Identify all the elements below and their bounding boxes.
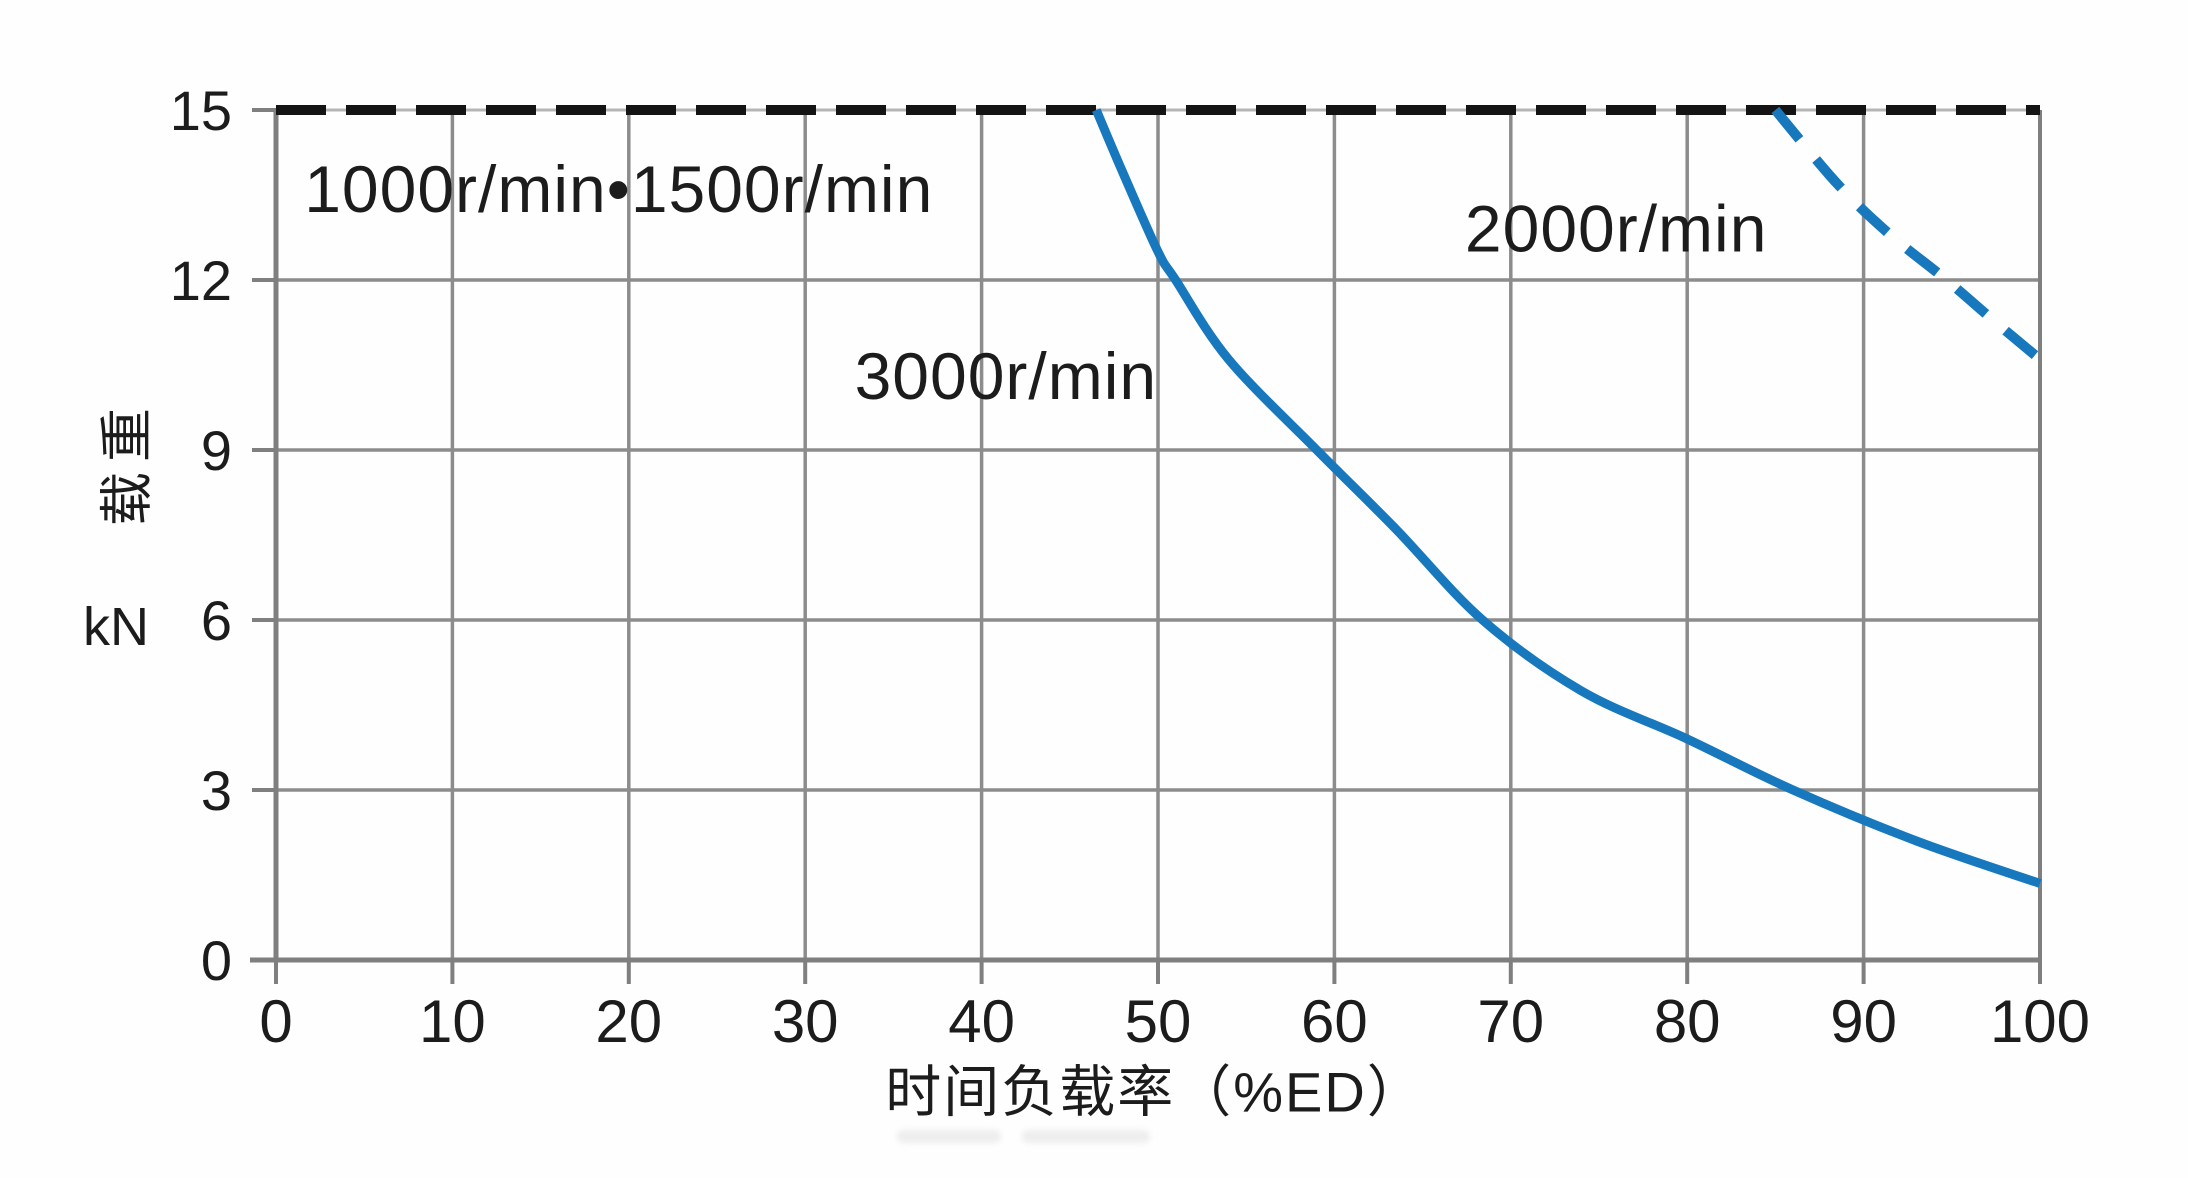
x-tick-label: 40 (948, 988, 1015, 1055)
x-tick-label: 80 (1654, 988, 1721, 1055)
series-label-3000r-min: 3000r/min (855, 339, 1158, 413)
x-tick-label: 10 (419, 988, 486, 1055)
y-axis-unit-label: kN (83, 597, 149, 657)
x-tick-label: 50 (1125, 988, 1192, 1055)
faint-watermark-smudge (897, 1130, 1001, 1143)
y-tick-label: 3 (201, 759, 232, 822)
series-curve-3000r-min (1092, 108, 2042, 888)
y-axis-title: 载重 (97, 398, 158, 526)
x-tick-label: 90 (1830, 988, 1897, 1055)
x-tick-label: 0 (259, 988, 292, 1055)
faint-watermark-smudge (1022, 1130, 1150, 1143)
x-tick-label: 60 (1301, 988, 1368, 1055)
series-curve-2000r-min (1771, 106, 2044, 364)
series-label-2000r-min: 2000r/min (1465, 192, 1768, 266)
series-label-1000r-min-1500r-min: 1000r/min•1500r/min (304, 152, 933, 226)
y-tick-label: 9 (201, 419, 232, 482)
x-tick-label: 30 (772, 988, 839, 1055)
x-tick-label: 20 (595, 988, 662, 1055)
y-tick-label: 0 (201, 929, 232, 992)
x-axis-title: 时间负载率（%ED） (885, 1060, 1425, 1124)
y-tick-label: 6 (201, 589, 232, 652)
y-tick-label: 12 (170, 249, 232, 312)
x-tick-label: 100 (1990, 988, 2090, 1055)
y-tick-label: 15 (170, 79, 232, 142)
x-tick-label: 70 (1477, 988, 1544, 1055)
